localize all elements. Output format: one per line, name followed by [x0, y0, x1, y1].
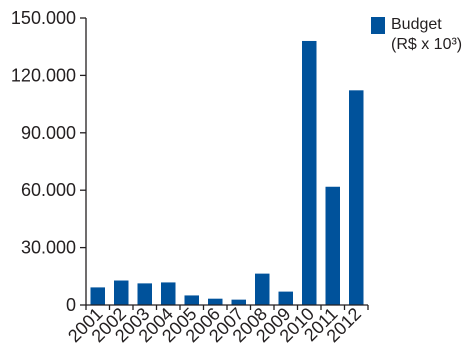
y-tick-label: 150.000 — [11, 8, 76, 28]
y-tick-label: 0 — [66, 295, 76, 315]
bar-2005 — [184, 295, 199, 305]
y-tick-label: 60.000 — [21, 180, 76, 200]
bar-2009 — [278, 291, 293, 305]
y-tick-label: 30.000 — [21, 238, 76, 258]
legend-label-line2: (R$ x 10³) — [391, 36, 463, 53]
bars — [90, 40, 364, 306]
bar-2002 — [114, 280, 129, 305]
bar-2008 — [255, 273, 270, 305]
legend-label-line1: Budget — [391, 16, 442, 33]
bar-2012 — [349, 90, 364, 305]
legend-swatch — [371, 17, 385, 34]
legend-label: Budget (R$ x 10³) — [391, 15, 462, 55]
y-axis: 0 30.000 60.000 90.000 120.000 150.000 — [11, 8, 87, 315]
bar-2003 — [137, 283, 152, 305]
bar-2001 — [90, 287, 105, 305]
y-tick-label: 90.000 — [21, 123, 76, 143]
bar-2007 — [231, 299, 246, 305]
bar-2006 — [208, 298, 223, 305]
x-axis: 2001200220032004200520062007200820092010… — [64, 304, 369, 346]
bar-2004 — [161, 282, 176, 305]
bar-2010 — [302, 40, 317, 306]
y-tick-label: 120.000 — [11, 65, 76, 85]
bar-2011 — [325, 186, 340, 305]
